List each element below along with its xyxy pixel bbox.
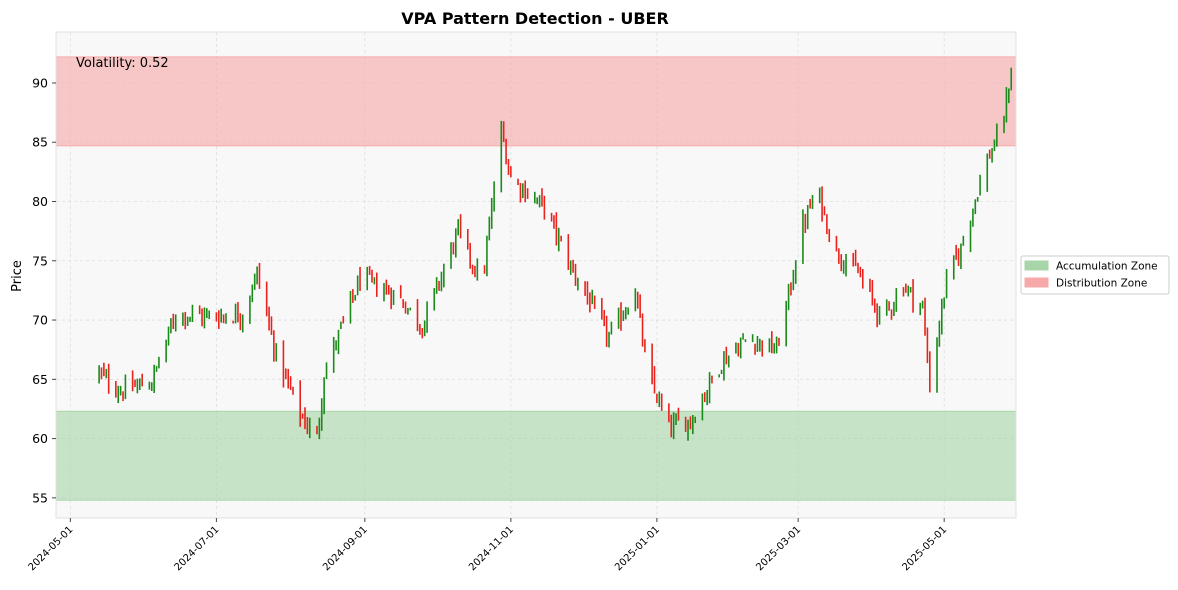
legend-label-distribution: Distribution Zone xyxy=(1056,278,1147,290)
x-tick-label: 2024-11-01 xyxy=(467,524,516,573)
y-tick-label: 85 xyxy=(32,135,48,150)
distribution-zone xyxy=(55,56,1017,147)
volatility-annotation: Volatility: 0.52 xyxy=(76,56,169,71)
y-axis-label: Price xyxy=(10,260,25,292)
x-tick-label: 2024-07-01 xyxy=(173,524,222,573)
plot-frame xyxy=(55,31,1017,519)
y-tick-label: 70 xyxy=(32,313,48,328)
accumulation-zone xyxy=(55,410,1017,501)
x-tick-label: 2025-03-01 xyxy=(754,524,803,573)
legend-swatch-distribution xyxy=(1024,277,1049,288)
y-tick-label: 90 xyxy=(32,75,48,90)
plot-area: 55 60 65 70 75 80 85 90 2024-05-01 2024-07-01 2024… xyxy=(27,31,1017,573)
legend-label-accumulation: Accumulation Zone xyxy=(1056,261,1158,273)
legend: Accumulation Zone Distribution Zone xyxy=(1020,255,1170,295)
y-tick-label: 60 xyxy=(32,431,48,446)
y-tick-label: 80 xyxy=(32,194,48,209)
x-tick-label: 2025-01-01 xyxy=(613,524,662,573)
x-tick-label: 2024-05-01 xyxy=(27,524,76,573)
legend-swatch-accumulation xyxy=(1024,260,1049,271)
x-tick-label: 2025-05-01 xyxy=(900,524,949,573)
x-tick-label: 2024-09-01 xyxy=(321,524,370,573)
legend-box xyxy=(1020,255,1170,295)
y-tick-label: 65 xyxy=(32,372,48,387)
chart-title: VPA Pattern Detection - UBER xyxy=(401,9,669,28)
y-tick-label: 75 xyxy=(32,253,48,268)
y-tick-label: 55 xyxy=(32,490,48,505)
